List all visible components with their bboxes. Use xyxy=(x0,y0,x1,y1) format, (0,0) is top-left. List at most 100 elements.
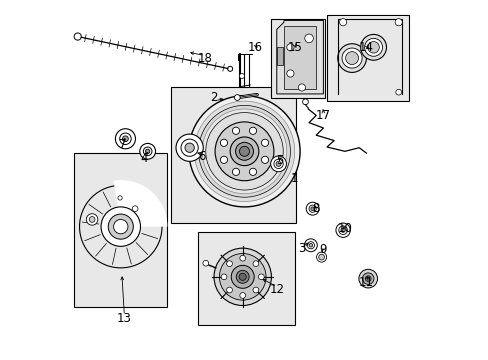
Circle shape xyxy=(341,48,362,68)
Text: 8: 8 xyxy=(312,202,319,215)
Circle shape xyxy=(308,205,316,212)
Circle shape xyxy=(365,276,370,282)
Circle shape xyxy=(261,156,268,163)
Polygon shape xyxy=(113,180,167,226)
Circle shape xyxy=(252,287,258,293)
Text: 15: 15 xyxy=(286,41,302,54)
Circle shape xyxy=(140,143,155,159)
Circle shape xyxy=(226,287,232,293)
Circle shape xyxy=(318,254,324,260)
Bar xyxy=(271,19,325,98)
Circle shape xyxy=(115,129,135,149)
Text: 12: 12 xyxy=(269,283,284,296)
Circle shape xyxy=(249,168,256,175)
Circle shape xyxy=(203,260,208,266)
Circle shape xyxy=(198,105,290,197)
Circle shape xyxy=(305,202,319,215)
Circle shape xyxy=(337,44,366,72)
Bar xyxy=(74,153,167,307)
Circle shape xyxy=(308,243,312,247)
Circle shape xyxy=(202,109,286,194)
Circle shape xyxy=(215,122,273,181)
Circle shape xyxy=(184,143,194,152)
Circle shape xyxy=(304,239,317,252)
Text: 9: 9 xyxy=(319,243,326,256)
Circle shape xyxy=(394,19,402,26)
Text: 1: 1 xyxy=(290,172,298,185)
Circle shape xyxy=(286,70,293,77)
Polygon shape xyxy=(276,21,323,94)
Circle shape xyxy=(270,156,286,172)
Text: 16: 16 xyxy=(247,41,262,54)
Text: 2: 2 xyxy=(210,91,217,104)
Text: 10: 10 xyxy=(337,222,352,235)
Circle shape xyxy=(345,51,358,64)
Circle shape xyxy=(181,139,198,156)
Text: 3: 3 xyxy=(298,242,305,255)
Circle shape xyxy=(205,113,283,190)
Circle shape xyxy=(101,207,140,246)
Circle shape xyxy=(188,96,300,207)
Text: 5: 5 xyxy=(275,154,283,167)
Circle shape xyxy=(86,214,98,225)
Circle shape xyxy=(239,146,249,156)
Text: 7: 7 xyxy=(119,138,126,150)
Circle shape xyxy=(239,73,244,78)
Circle shape xyxy=(220,139,227,147)
Circle shape xyxy=(214,248,271,306)
Circle shape xyxy=(235,142,253,160)
Circle shape xyxy=(364,39,382,56)
Circle shape xyxy=(232,127,239,134)
Text: 6: 6 xyxy=(197,150,205,163)
Circle shape xyxy=(362,273,373,284)
Text: 11: 11 xyxy=(358,276,373,289)
Text: 17: 17 xyxy=(315,109,330,122)
Circle shape xyxy=(306,242,314,249)
Circle shape xyxy=(239,293,245,298)
Circle shape xyxy=(132,206,138,212)
Polygon shape xyxy=(284,26,316,89)
Circle shape xyxy=(118,196,122,200)
Text: 13: 13 xyxy=(117,311,132,325)
Text: 4: 4 xyxy=(140,152,147,165)
Circle shape xyxy=(395,89,401,95)
Circle shape xyxy=(258,274,264,280)
Circle shape xyxy=(220,156,227,163)
Bar xyxy=(198,232,294,325)
Circle shape xyxy=(340,228,345,232)
Circle shape xyxy=(316,252,326,262)
Circle shape xyxy=(261,139,268,147)
Bar xyxy=(171,87,296,223)
Bar xyxy=(326,15,408,101)
Circle shape xyxy=(113,220,128,234)
Circle shape xyxy=(145,149,149,153)
Circle shape xyxy=(286,44,293,51)
Circle shape xyxy=(194,101,294,202)
Circle shape xyxy=(122,136,128,141)
Circle shape xyxy=(230,137,258,166)
Circle shape xyxy=(221,274,226,280)
Circle shape xyxy=(339,19,346,26)
Polygon shape xyxy=(276,47,283,65)
Circle shape xyxy=(298,84,305,91)
Circle shape xyxy=(226,261,232,266)
Circle shape xyxy=(239,273,246,280)
Circle shape xyxy=(367,41,379,53)
Circle shape xyxy=(304,34,313,42)
Circle shape xyxy=(335,223,349,237)
Text: 14: 14 xyxy=(358,41,373,54)
Circle shape xyxy=(219,253,265,300)
Circle shape xyxy=(310,207,314,211)
Circle shape xyxy=(358,269,377,288)
Circle shape xyxy=(232,168,239,175)
Circle shape xyxy=(120,133,131,144)
Circle shape xyxy=(252,261,258,266)
Circle shape xyxy=(234,95,240,100)
Circle shape xyxy=(276,161,281,166)
Text: 18: 18 xyxy=(197,51,212,64)
Circle shape xyxy=(80,185,162,268)
Polygon shape xyxy=(332,16,405,98)
Circle shape xyxy=(302,99,308,105)
Circle shape xyxy=(249,127,256,134)
Circle shape xyxy=(273,159,283,168)
